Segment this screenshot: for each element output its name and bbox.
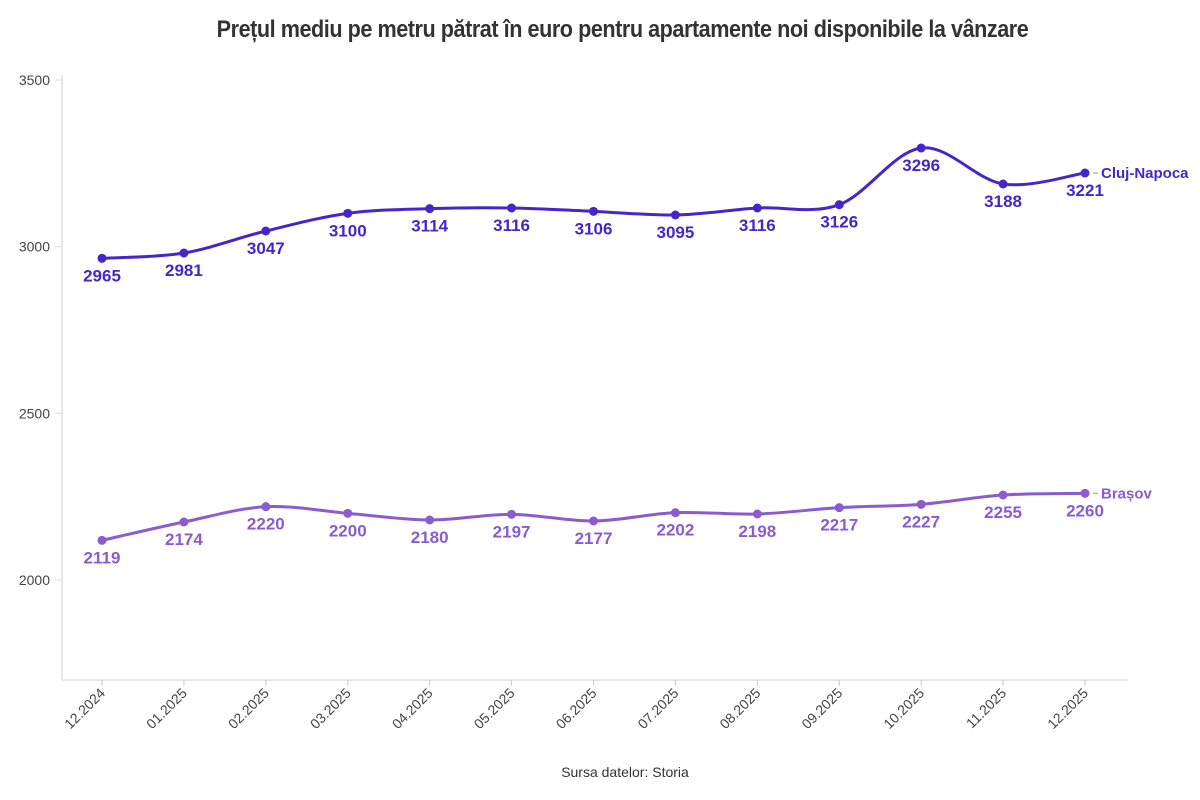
- data-label-cluj-napoca: 2965: [83, 266, 121, 285]
- data-point-cluj-napoca: [670, 210, 680, 220]
- data-point-bra-ov: [589, 516, 598, 526]
- data-label-cluj-napoca: 2981: [165, 261, 203, 280]
- y-tick-label: 2500: [19, 405, 50, 421]
- x-tick-label: 11.2025: [963, 685, 1010, 732]
- y-tick-label: 3000: [19, 239, 50, 255]
- data-point-bra-ov: [670, 508, 680, 518]
- data-label-bra-ov: 2227: [902, 512, 940, 531]
- data-label-cluj-napoca: 3116: [739, 216, 776, 235]
- data-point-bra-ov: [916, 499, 926, 509]
- data-label-cluj-napoca: 3114: [411, 217, 448, 236]
- data-label-bra-ov: 2119: [84, 548, 121, 567]
- data-label-cluj-napoca: 3126: [820, 213, 858, 232]
- data-label-bra-ov: 2200: [329, 521, 367, 540]
- data-label-bra-ov: 2174: [165, 530, 203, 549]
- y-tick-label: 2000: [19, 572, 50, 588]
- data-label-bra-ov: 2180: [411, 528, 449, 547]
- chart-title: Prețul mediu pe metru pătrat în euro pen…: [216, 16, 1029, 43]
- data-label-bra-ov: 2177: [575, 529, 613, 548]
- data-point-bra-ov: [425, 515, 435, 525]
- data-label-bra-ov: 2217: [820, 516, 858, 535]
- y-tick-label: 3500: [19, 72, 50, 88]
- series-label-bra-ov: Brașov: [1101, 485, 1153, 502]
- data-label-cluj-napoca: 3047: [247, 239, 285, 258]
- data-point-cluj-napoca: [507, 203, 517, 213]
- source-note: Sursa datelor: Storia: [561, 764, 689, 780]
- x-tick-label: 04.2025: [389, 685, 436, 732]
- data-label-bra-ov: 2260: [1066, 501, 1104, 520]
- data-point-cluj-napoca: [1080, 168, 1090, 178]
- x-tick-label: 12.2024: [61, 685, 108, 732]
- data-point-cluj-napoca: [834, 200, 844, 210]
- x-tick-label: 12.2025: [1044, 685, 1091, 732]
- data-label-bra-ov: 2255: [984, 503, 1022, 522]
- x-tick-label: 05.2025: [471, 685, 518, 732]
- data-point-bra-ov: [179, 517, 189, 527]
- series-label-cluj-napoca: Cluj-Napoca: [1101, 165, 1189, 182]
- data-point-cluj-napoca: [916, 143, 926, 153]
- x-tick-label: 08.2025: [716, 685, 763, 732]
- data-point-bra-ov: [1080, 488, 1090, 498]
- data-label-bra-ov: 2220: [247, 515, 285, 534]
- data-point-cluj-napoca: [261, 226, 271, 236]
- data-point-bra-ov: [343, 508, 353, 518]
- data-label-cluj-napoca: 3221: [1066, 181, 1104, 200]
- x-tick-label: 09.2025: [798, 685, 845, 732]
- x-tick-label: 01.2025: [143, 685, 190, 732]
- data-label-cluj-napoca: 3296: [902, 156, 940, 175]
- data-label-cluj-napoca: 3106: [575, 219, 613, 238]
- data-point-cluj-napoca: [998, 179, 1008, 189]
- x-tick-label: 03.2025: [307, 685, 354, 732]
- data-point-bra-ov: [97, 535, 107, 545]
- data-point-cluj-napoca: [425, 204, 435, 214]
- x-tick-label: 07.2025: [634, 685, 681, 732]
- x-tick-label: 06.2025: [553, 685, 600, 732]
- data-label-cluj-napoca: 3116: [493, 216, 530, 235]
- data-label-cluj-napoca: 3100: [329, 221, 367, 240]
- data-point-cluj-napoca: [752, 203, 762, 213]
- data-label-cluj-napoca: 3095: [657, 223, 695, 242]
- data-point-cluj-napoca: [179, 248, 189, 258]
- x-tick-label: 10.2025: [880, 685, 927, 732]
- x-tick-label: 02.2025: [225, 685, 272, 732]
- data-point-cluj-napoca: [343, 208, 353, 218]
- data-point-bra-ov: [752, 509, 762, 519]
- data-label-bra-ov: 2202: [657, 521, 695, 540]
- data-point-cluj-napoca: [589, 206, 598, 216]
- data-point-bra-ov: [261, 502, 271, 512]
- data-label-cluj-napoca: 3188: [984, 192, 1022, 211]
- data-point-cluj-napoca: [97, 253, 107, 263]
- data-point-bra-ov: [998, 490, 1008, 500]
- data-label-bra-ov: 2197: [493, 522, 531, 541]
- data-point-bra-ov: [507, 509, 517, 519]
- data-point-bra-ov: [834, 503, 844, 513]
- data-label-bra-ov: 2198: [738, 522, 776, 541]
